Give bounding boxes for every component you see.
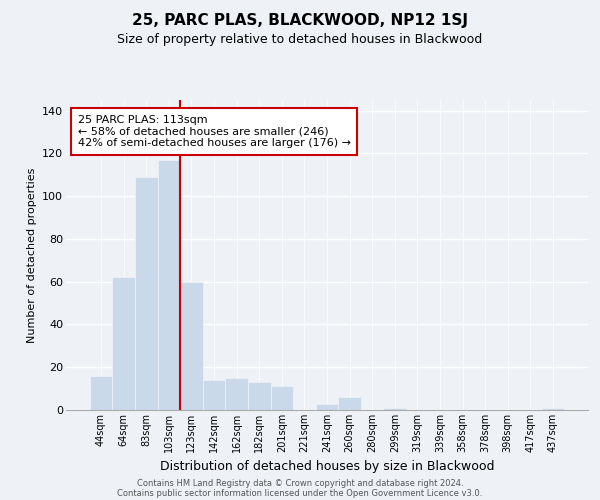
Bar — [112, 278, 135, 410]
Bar — [271, 386, 293, 410]
Bar — [203, 380, 226, 410]
Bar — [542, 408, 564, 410]
Bar — [90, 376, 112, 410]
Bar — [135, 177, 158, 410]
Text: Size of property relative to detached houses in Blackwood: Size of property relative to detached ho… — [118, 32, 482, 46]
Bar — [383, 408, 406, 410]
Text: Contains HM Land Registry data © Crown copyright and database right 2024.: Contains HM Land Registry data © Crown c… — [137, 478, 463, 488]
Bar — [226, 378, 248, 410]
Text: Contains public sector information licensed under the Open Government Licence v3: Contains public sector information licen… — [118, 488, 482, 498]
Y-axis label: Number of detached properties: Number of detached properties — [26, 168, 37, 342]
Bar — [316, 404, 338, 410]
Bar — [180, 282, 203, 410]
Bar — [158, 160, 180, 410]
Text: 25, PARC PLAS, BLACKWOOD, NP12 1SJ: 25, PARC PLAS, BLACKWOOD, NP12 1SJ — [132, 12, 468, 28]
Bar — [338, 397, 361, 410]
X-axis label: Distribution of detached houses by size in Blackwood: Distribution of detached houses by size … — [160, 460, 494, 473]
Bar — [248, 382, 271, 410]
Text: 25 PARC PLAS: 113sqm
← 58% of detached houses are smaller (246)
42% of semi-deta: 25 PARC PLAS: 113sqm ← 58% of detached h… — [77, 115, 350, 148]
